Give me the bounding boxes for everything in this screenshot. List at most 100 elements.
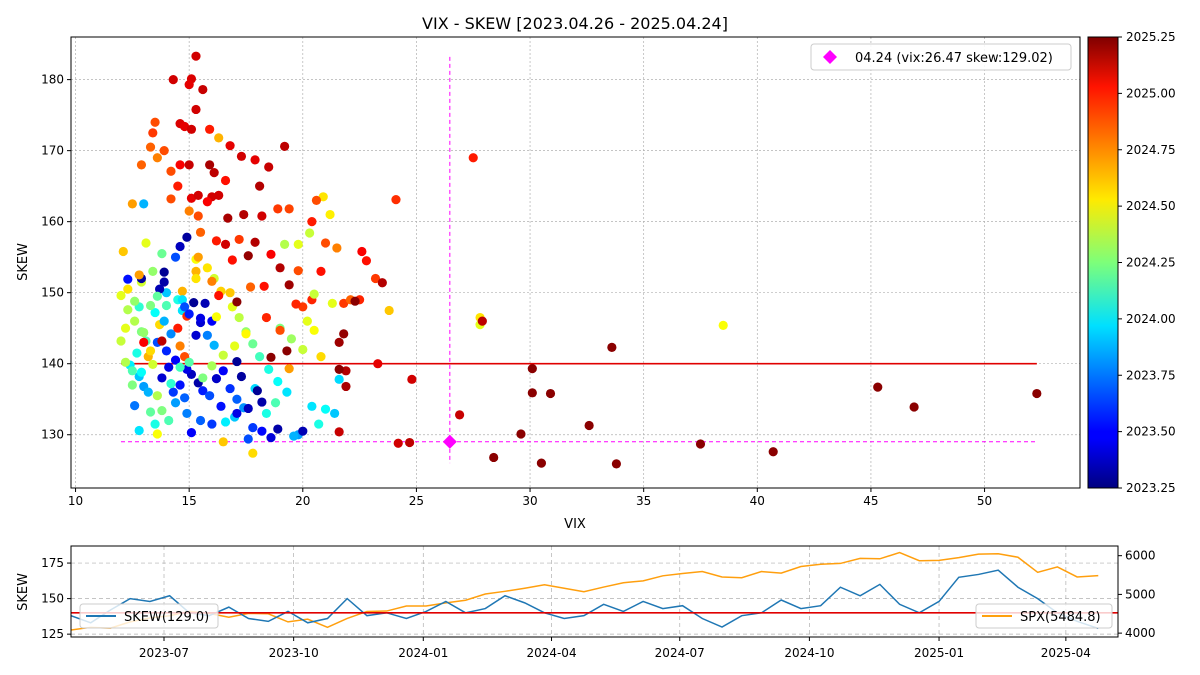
scatter-point <box>134 270 144 280</box>
timeseries-x-tick-label: 2025-01 <box>914 646 964 660</box>
scatter-point <box>341 381 351 392</box>
scatter-point <box>489 452 499 463</box>
scatter-point <box>325 209 335 220</box>
scatter-point <box>261 408 272 419</box>
scatter-point <box>264 364 274 374</box>
colorbar-tick-label: 2025.00 <box>1126 86 1176 100</box>
scatter-point <box>211 374 222 384</box>
scatter-point <box>184 206 194 216</box>
timeseries-y-axis: 125 150 175 <box>41 556 71 641</box>
scatter-point <box>127 199 137 209</box>
scatter-point <box>134 425 144 436</box>
scatter-point <box>157 249 167 259</box>
scatter-point <box>202 263 212 273</box>
scatter-point <box>289 431 299 441</box>
main-x-tick-label: 15 <box>182 494 197 508</box>
scatter-point <box>207 276 217 286</box>
scatter-point <box>166 194 176 204</box>
timeseries-x-tick-label: 2024-01 <box>398 646 448 660</box>
timeseries-x-tick-label: 2023-07 <box>139 646 189 660</box>
scatter-point <box>152 153 162 163</box>
timeseries-gridlines <box>71 546 1118 637</box>
scatter-point <box>139 199 149 209</box>
scatter-point <box>334 427 344 437</box>
scatter-point <box>193 211 203 221</box>
scatter-point <box>195 313 206 323</box>
scatter-point <box>405 437 415 448</box>
scatter-point <box>161 288 172 298</box>
main-x-tick-label: 25 <box>409 494 424 508</box>
skew-legend-box <box>79 603 219 629</box>
scatter-point <box>139 337 149 348</box>
scatter-point <box>159 316 169 326</box>
scatter-point <box>270 398 281 408</box>
scatter-point <box>357 246 367 257</box>
spx-legend-label: SPX(5484.8) <box>1020 610 1101 625</box>
scatter-point <box>391 195 401 205</box>
scatter-point <box>545 388 556 399</box>
colorbar-tick-label: 2024.00 <box>1126 312 1176 326</box>
scatter-point <box>236 371 247 382</box>
scatter-point <box>148 266 158 276</box>
main-x-axis: 10 15 20 25 30 35 40 45 50 <box>68 488 992 508</box>
scatter-point <box>232 394 242 404</box>
scatter-point <box>202 197 212 207</box>
main-x-tick-label: 20 <box>295 494 310 508</box>
scatter-point <box>159 277 169 287</box>
scatter-point <box>607 342 617 352</box>
scatter-points <box>116 51 1042 469</box>
scatter-point <box>339 329 349 339</box>
scatter-point <box>150 117 160 127</box>
scatter-point <box>282 387 292 397</box>
scatter-point <box>200 298 210 308</box>
scatter-point <box>377 278 387 288</box>
chart-title: VIX - SKEW [2023.04.26 - 2025.04.24] <box>422 14 728 33</box>
scatter-point <box>161 300 172 311</box>
scatter-point <box>298 344 308 355</box>
scatter-point <box>141 238 151 248</box>
timeseries-y2-tick-label: 5000 <box>1125 587 1156 601</box>
scatter-point <box>164 415 174 426</box>
scatter-point <box>159 267 169 277</box>
scatter-point <box>198 386 208 396</box>
scatter-point <box>252 386 262 396</box>
scatter-point <box>273 424 283 434</box>
scatter-point <box>361 256 372 266</box>
scatter-point <box>468 153 478 163</box>
scatter-point <box>116 336 126 346</box>
scatter-point <box>695 439 706 449</box>
scatter-point <box>170 398 181 408</box>
scatter-point <box>393 438 403 448</box>
scatter-point <box>166 378 176 389</box>
main-plot: 10 15 20 25 30 35 40 45 50 130 140 150 160 170 180 VI… <box>16 36 1081 532</box>
scatter-point <box>198 373 208 383</box>
timeseries-y2-tick-label: 6000 <box>1125 549 1156 563</box>
scatter-point <box>182 408 192 419</box>
scatter-point <box>164 362 174 372</box>
timeseries-x-tick-label: 2023-10 <box>269 646 319 660</box>
scatter-point <box>1032 388 1042 399</box>
scatter-point <box>255 181 265 191</box>
scatter-point <box>291 299 301 309</box>
main-y-tick-label: 180 <box>41 73 64 87</box>
scatter-point <box>157 405 167 416</box>
scatter-point <box>205 391 215 401</box>
scatter-point <box>195 227 206 237</box>
scatter-point <box>302 316 312 326</box>
scatter-point <box>248 339 258 349</box>
scatter-point <box>232 408 242 419</box>
legend-label: 04.24 (vix:26.47 skew:129.02) <box>855 51 1053 66</box>
scatter-point <box>184 309 194 319</box>
scatter-point <box>236 151 247 161</box>
scatter-point <box>245 282 256 292</box>
scatter-point <box>166 166 176 176</box>
scatter-point <box>145 300 156 311</box>
main-x-tick-label: 40 <box>750 494 765 508</box>
scatter-point <box>536 458 547 468</box>
scatter-point <box>320 404 331 414</box>
scatter-point <box>232 297 242 307</box>
main-y-tick-label: 150 <box>41 286 64 300</box>
scatter-point <box>227 255 237 265</box>
scatter-point <box>193 252 203 262</box>
